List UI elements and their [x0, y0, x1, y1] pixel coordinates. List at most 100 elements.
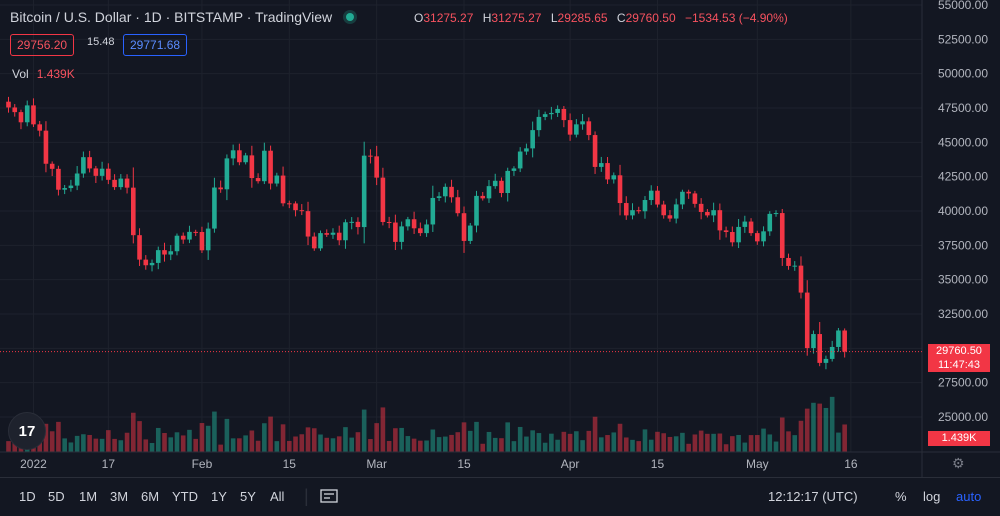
percent-scale-toggle[interactable]: % [895, 489, 907, 504]
volume-bar [87, 434, 92, 452]
volume-label: Vol [12, 67, 29, 81]
volume-bar [492, 437, 498, 452]
volume-bar [811, 402, 816, 452]
volume-bar [661, 433, 666, 452]
close-key: C [616, 11, 626, 25]
candle-body [567, 120, 573, 135]
candle-body [411, 219, 417, 229]
price-axis[interactable]: 25000.0027500.0030000.0032500.0035000.00… [921, 0, 988, 477]
candle-body [393, 222, 398, 242]
candle-body [711, 210, 716, 216]
volume-bar [293, 436, 298, 452]
timeframe-all[interactable]: All [270, 489, 285, 504]
candle-body [636, 210, 642, 212]
volume-bar [730, 436, 735, 452]
ohlc-legend: O31275.27 H31275.27 L29285.65 C29760.50 … [414, 11, 794, 25]
utc-clock[interactable]: 12:12:17 (UTC) [768, 489, 858, 504]
timeframe-3m[interactable]: 3M [110, 489, 129, 504]
candle-body [37, 124, 42, 131]
volume-bar [237, 438, 242, 452]
timeframe-1y[interactable]: 1Y [211, 489, 227, 504]
candle-body [93, 168, 99, 176]
timeframe-1m[interactable]: 1M [79, 489, 98, 504]
candle-body [455, 197, 461, 214]
volume-bar [81, 434, 86, 452]
volume-bar [287, 440, 292, 452]
high-key: H [482, 11, 492, 25]
candle-body [87, 157, 92, 169]
candle-body [436, 196, 442, 198]
volume-bar [262, 423, 267, 452]
open-value: 31275.27 [423, 11, 474, 25]
candle-body [617, 175, 623, 204]
candle-body [43, 130, 49, 164]
candle-body [68, 185, 74, 189]
volume-bar [6, 441, 11, 452]
volume-bar [717, 433, 723, 452]
volume-bar [68, 442, 74, 452]
time-tick-label: May [746, 457, 769, 471]
timeframe-5d[interactable]: 5D [48, 489, 65, 504]
candle-body [779, 213, 785, 258]
volume-bar [393, 428, 398, 452]
candle-body [218, 187, 223, 190]
candle-body [623, 203, 629, 216]
candle-body [443, 186, 448, 197]
volume-bar [455, 432, 461, 452]
volume-bar [499, 438, 504, 452]
volume-bar [62, 438, 67, 452]
volume-bar [180, 435, 186, 452]
volume-bar [411, 438, 417, 452]
volume-bar [773, 441, 779, 452]
volume-bar [467, 430, 473, 452]
candle-body [131, 187, 136, 236]
volume-bar [56, 421, 61, 452]
volume-bar [243, 435, 248, 452]
log-scale-toggle[interactable]: log [923, 489, 941, 504]
volume-bar [574, 431, 579, 452]
volume-tag-value: 1.439K [941, 432, 977, 444]
candle-body [112, 179, 117, 188]
symbol-header[interactable]: Bitcoin / U.S. Dollar · 1D · BITSTAMP · … [10, 9, 364, 25]
volume-bar [461, 422, 467, 452]
candle-body [792, 265, 798, 267]
sell-button[interactable]: 29756.20 [10, 34, 75, 56]
candle-body [155, 250, 161, 263]
candle-body [168, 251, 174, 255]
volume-bar [418, 440, 423, 452]
volume-bar [143, 439, 149, 452]
candle-body [673, 204, 679, 219]
volume-bar [630, 439, 635, 452]
timeframe-1d[interactable]: 1D [19, 489, 36, 504]
volume-bar [667, 436, 673, 452]
candle-body [212, 187, 217, 229]
time-axis[interactable]: 2022 17 Feb 15 Mar 15 Apr 15 May 16 [0, 451, 1000, 471]
candle-body [355, 221, 361, 228]
candle-body [143, 259, 149, 266]
candle-body [505, 170, 510, 194]
auto-scale-toggle[interactable]: auto [956, 489, 982, 504]
time-tick-label: Apr [561, 457, 580, 471]
volume-bar [623, 437, 629, 452]
date-range-icon[interactable] [320, 488, 338, 507]
candle-body [343, 222, 348, 241]
candlestick-chart[interactable]: 25000.0027500.0030000.0032500.0035000.00… [0, 0, 1000, 477]
tradingview-logo-icon[interactable]: 17 [8, 412, 46, 450]
symbol-title[interactable]: Bitcoin / U.S. Dollar · 1D · BITSTAMP · … [10, 9, 333, 25]
buy-button[interactable]: 29771.68 [123, 34, 188, 56]
settings-gear-icon[interactable]: ⚙ [952, 455, 965, 471]
volume-bar [599, 437, 604, 452]
volume-bar [648, 439, 654, 452]
candle-body [804, 292, 810, 349]
volume-bar [124, 432, 130, 452]
candle-body [786, 257, 791, 266]
timeframe-ytd[interactable]: YTD [172, 489, 198, 504]
volume-bar [524, 436, 529, 452]
volume-bar [449, 434, 454, 452]
candle-body [330, 232, 336, 235]
timeframe-5y[interactable]: 5Y [240, 489, 256, 504]
timeframe-6m[interactable]: 6M [141, 489, 160, 504]
volume-bar [224, 418, 230, 452]
volume-bar [430, 429, 436, 452]
volume-bar [617, 423, 623, 452]
